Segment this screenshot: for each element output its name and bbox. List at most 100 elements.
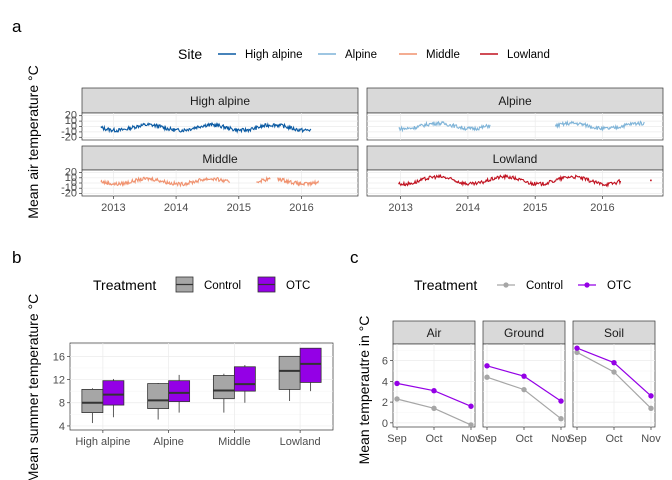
x-tick-label: 2014 (456, 202, 480, 214)
y-tick-label: 0 (71, 177, 77, 189)
x-tick-label: Sep (387, 433, 407, 445)
legend-title: Treatment (93, 277, 156, 293)
legend-treatment-c: Treatment Control OTC (414, 277, 631, 293)
facet-alpine: Alpine (366, 87, 664, 141)
series-point-otc (648, 393, 654, 399)
x-tick-label: Sep (477, 433, 497, 445)
facet-strip-label: Soil (604, 326, 624, 340)
legend-title: Site (178, 46, 202, 62)
y-tick-label: 12 (53, 375, 65, 387)
y-tick-label: 4 (382, 376, 388, 388)
series-line (554, 119, 645, 132)
facet-strip-label: Middle (202, 152, 238, 166)
y-axis-title: Mean summer temperature °C (25, 294, 41, 480)
panel-letter-c: c (350, 248, 359, 267)
x-tick-label: 2016 (590, 202, 614, 214)
y-axis-title: Mean temperautre in °C (356, 316, 372, 465)
panel-a-time-series: a Site High alpine Alpine Middle Lowland Mean … (12, 17, 664, 219)
box-otc-1 (168, 374, 191, 413)
facet-strip (81, 145, 359, 171)
facet-strip-label: Lowland (493, 152, 538, 166)
legend-label: OTC (607, 280, 631, 292)
legend-label: Middle (426, 49, 460, 61)
y-tick-label: 10 (65, 115, 77, 127)
x-tick-label: Nov (461, 433, 481, 445)
series-point-otc (521, 373, 527, 379)
x-tick-label: 2015 (227, 202, 251, 214)
x-tick-label: Oct (425, 433, 442, 445)
series-point-control (558, 416, 564, 422)
box-body (147, 383, 170, 409)
facet-strip (366, 87, 664, 114)
x-tick-label: Lowland (280, 436, 321, 448)
facet-lowland: Lowland 2013 2014 2015 2016 (366, 145, 664, 214)
y-tick-label: 0 (71, 121, 77, 133)
legend-label: OTC (286, 280, 310, 292)
series-line (398, 120, 491, 133)
series-point-control (611, 369, 617, 375)
box-control-1 (147, 383, 170, 420)
legend-treatment-b: Treatment Control OTC (93, 276, 310, 293)
y-tick-label: 20 (65, 167, 77, 179)
series-point-control (484, 374, 490, 380)
series-line (277, 177, 320, 187)
series-line (256, 175, 271, 184)
legend-label: Control (526, 280, 563, 292)
y-tick-label: 10 (65, 172, 77, 184)
y-tick-label: -20 (61, 131, 77, 143)
box-body (168, 380, 191, 402)
box-otc-0 (102, 378, 125, 418)
y-tick-label: -10 (61, 182, 77, 194)
legend-key-point (584, 282, 590, 288)
x-tick-label: 2013 (388, 202, 412, 214)
series-point (650, 179, 652, 182)
y-tick-label: -10 (61, 126, 77, 138)
box-control-3 (278, 355, 301, 401)
y-tick-label: 16 (53, 351, 65, 363)
legend-title: Treatment (414, 277, 477, 293)
panel-b-boxplot: b Treatment Control OTC Mean summer temperat… (12, 248, 334, 480)
y-tick-label: -20 (61, 187, 77, 199)
series-point-otc (558, 398, 564, 404)
box-body (278, 355, 301, 390)
facet-ground: Ground Sep Oct Nov (477, 320, 571, 445)
x-tick-label: 2016 (289, 202, 313, 214)
panel-letter-a: a (12, 17, 22, 36)
y-tick-label: 2 (382, 397, 388, 409)
box-body (102, 380, 125, 406)
series-point-control (648, 405, 654, 412)
y-tick-label: 8 (59, 398, 65, 410)
series-point-otc (611, 359, 617, 366)
series-point-control (431, 405, 437, 412)
y-tick-label: 4 (59, 421, 65, 433)
series-point-otc (574, 345, 580, 351)
box-otc-2 (233, 365, 256, 403)
series-point-otc (394, 380, 400, 387)
box-control-2 (212, 373, 235, 413)
facet-strip-label: Air (427, 326, 442, 340)
x-tick-label: Alpine (153, 436, 184, 448)
facet-strip-label: Ground (504, 326, 544, 340)
series-point-control (521, 386, 527, 393)
facet-strip-label: High alpine (190, 94, 250, 108)
series-line (100, 121, 312, 134)
box-body (299, 347, 322, 383)
legend-label: Lowland (507, 49, 550, 61)
legend-label: Control (204, 280, 241, 292)
x-tick-label: 2014 (164, 202, 188, 214)
facet-strip-label: Alpine (498, 94, 532, 108)
x-tick-label: Oct (515, 433, 532, 445)
x-tick-label: High alpine (75, 436, 130, 448)
series-point-control (468, 422, 474, 428)
facet-soil: Soil Sep Oct Nov (567, 320, 661, 445)
x-tick-label: Sep (567, 433, 587, 445)
series-point-otc (431, 387, 437, 394)
series-point-otc (468, 403, 474, 409)
series-point-otc (484, 363, 490, 369)
y-tick-label: 6 (382, 356, 388, 368)
y-tick-label: 20 (65, 110, 77, 122)
box-control-0 (81, 388, 104, 424)
legend-label: High alpine (245, 49, 303, 61)
